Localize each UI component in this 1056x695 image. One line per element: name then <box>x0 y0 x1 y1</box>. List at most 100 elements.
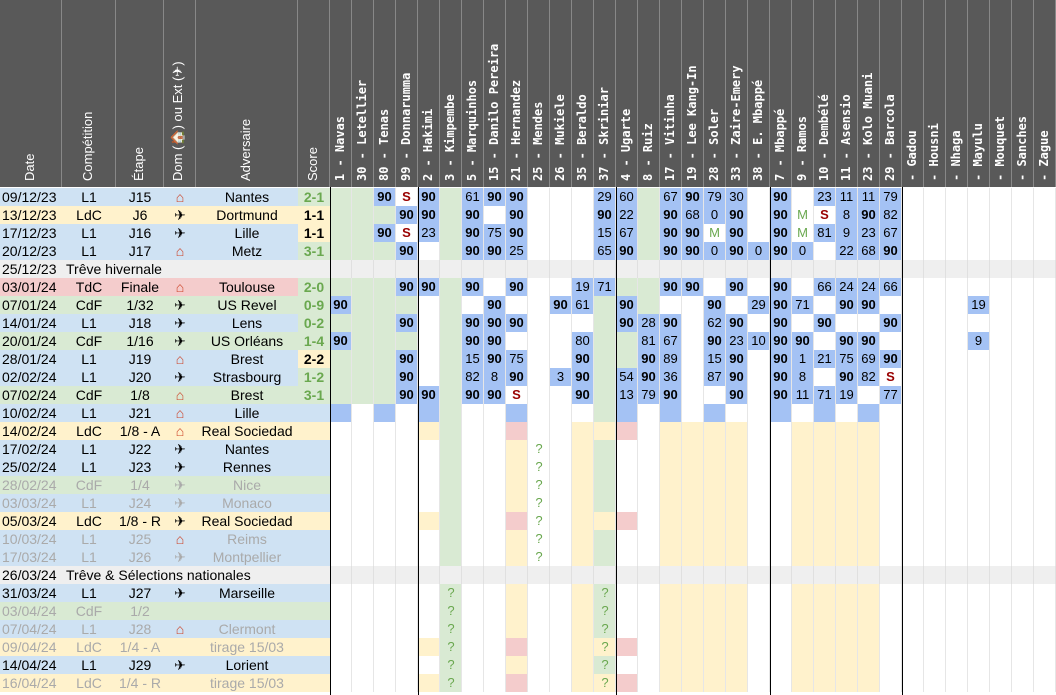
player-cell[interactable] <box>770 458 792 476</box>
player-cell[interactable] <box>660 512 682 530</box>
player-cell[interactable] <box>396 458 418 476</box>
player-cell[interactable] <box>1034 278 1056 296</box>
player-cell[interactable] <box>418 620 440 638</box>
player-cell[interactable] <box>374 368 396 386</box>
player-cell[interactable] <box>594 440 616 458</box>
player-cell[interactable] <box>374 332 396 350</box>
player-cell[interactable] <box>682 296 704 314</box>
player-cell[interactable] <box>836 260 858 278</box>
player-cell[interactable] <box>704 566 726 584</box>
player-cell[interactable]: 90 <box>880 314 902 332</box>
player-cell[interactable]: 90 <box>770 242 792 260</box>
player-cell[interactable]: 90 <box>462 206 484 224</box>
player-cell[interactable] <box>836 674 858 692</box>
player-cell[interactable]: 61 <box>572 296 594 314</box>
header-player[interactable]: 28 - Soler <box>704 0 726 187</box>
player-cell[interactable] <box>440 674 462 692</box>
player-cell[interactable] <box>418 530 440 548</box>
header-player[interactable]: 10 - Dembélé <box>814 0 836 187</box>
row-competition[interactable]: L1 <box>62 584 116 602</box>
player-cell[interactable] <box>572 566 594 584</box>
player-cell[interactable] <box>660 674 682 692</box>
player-cell[interactable] <box>528 440 550 458</box>
player-cell[interactable] <box>550 188 572 206</box>
player-cell[interactable] <box>792 458 814 476</box>
player-cell[interactable] <box>814 638 836 656</box>
player-cell[interactable] <box>792 314 814 332</box>
player-cell[interactable] <box>484 278 506 296</box>
player-cell[interactable]: 79 <box>880 188 902 206</box>
player-cell[interactable] <box>726 494 748 512</box>
player-cell[interactable] <box>594 458 616 476</box>
player-cell[interactable] <box>550 260 572 278</box>
player-cell[interactable]: 90 <box>616 242 638 260</box>
player-cell[interactable] <box>880 494 902 512</box>
player-cell[interactable] <box>550 458 572 476</box>
row-etape[interactable]: J23 <box>116 458 164 476</box>
player-cell[interactable] <box>616 566 638 584</box>
player-cell[interactable] <box>704 584 726 602</box>
row-competition[interactable]: TdC <box>62 278 116 296</box>
player-cell[interactable] <box>330 494 352 512</box>
player-cell[interactable] <box>902 188 924 206</box>
player-cell[interactable] <box>440 242 462 260</box>
player-cell[interactable] <box>440 386 462 404</box>
player-cell[interactable] <box>990 386 1012 404</box>
row-score[interactable] <box>298 674 330 692</box>
row-score[interactable] <box>298 548 330 566</box>
player-cell[interactable] <box>374 458 396 476</box>
row-date[interactable]: 07/01/24 <box>0 296 62 314</box>
player-cell[interactable]: 90 <box>858 206 880 224</box>
player-cell[interactable] <box>924 314 946 332</box>
player-cell[interactable] <box>924 458 946 476</box>
player-cell[interactable]: 90 <box>550 296 572 314</box>
row-etape[interactable]: J26 <box>116 548 164 566</box>
player-cell[interactable]: 89 <box>660 350 682 368</box>
row-competition[interactable]: L1 <box>62 224 116 242</box>
player-cell[interactable] <box>462 674 484 692</box>
player-cell[interactable] <box>594 296 616 314</box>
player-cell[interactable] <box>396 260 418 278</box>
player-cell[interactable] <box>660 638 682 656</box>
player-cell[interactable]: 90 <box>396 368 418 386</box>
row-etape[interactable]: J24 <box>116 494 164 512</box>
player-cell[interactable] <box>550 224 572 242</box>
player-cell[interactable] <box>506 620 528 638</box>
player-cell[interactable] <box>528 494 550 512</box>
player-cell[interactable] <box>924 602 946 620</box>
header-player[interactable]: 3 - Kimpembe <box>440 0 462 187</box>
player-cell[interactable] <box>858 260 880 278</box>
player-cell[interactable]: 90 <box>396 350 418 368</box>
player-cell[interactable] <box>814 494 836 512</box>
player-cell[interactable] <box>330 476 352 494</box>
player-cell[interactable]: 60 <box>616 188 638 206</box>
player-cell[interactable] <box>902 656 924 674</box>
header-player[interactable]: - Mayulu <box>968 0 990 187</box>
player-cell[interactable] <box>440 440 462 458</box>
player-cell[interactable] <box>660 548 682 566</box>
player-cell[interactable] <box>858 404 880 422</box>
player-cell[interactable] <box>1034 350 1056 368</box>
row-etape[interactable]: 1/8 - A <box>116 422 164 440</box>
player-cell[interactable] <box>836 620 858 638</box>
player-cell[interactable] <box>990 188 1012 206</box>
player-cell[interactable] <box>330 530 352 548</box>
player-cell[interactable] <box>1034 188 1056 206</box>
player-cell[interactable] <box>924 260 946 278</box>
row-adversaire[interactable] <box>196 602 298 620</box>
player-cell[interactable] <box>990 242 1012 260</box>
header-score[interactable]: Score <box>298 0 330 187</box>
player-cell[interactable] <box>572 602 594 620</box>
player-cell[interactable] <box>374 278 396 296</box>
player-cell[interactable]: 90 <box>880 350 902 368</box>
header-player[interactable]: 26 - Mukiele <box>550 0 572 187</box>
player-cell[interactable] <box>418 260 440 278</box>
row-adversaire[interactable]: Real Sociedad <box>196 422 298 440</box>
player-cell[interactable]: 81 <box>638 332 660 350</box>
player-cell[interactable] <box>638 242 660 260</box>
player-cell[interactable] <box>572 476 594 494</box>
player-cell[interactable] <box>902 350 924 368</box>
player-cell[interactable] <box>440 224 462 242</box>
player-cell[interactable] <box>682 314 704 332</box>
header-player[interactable]: 7 - Mbappé <box>770 0 792 187</box>
